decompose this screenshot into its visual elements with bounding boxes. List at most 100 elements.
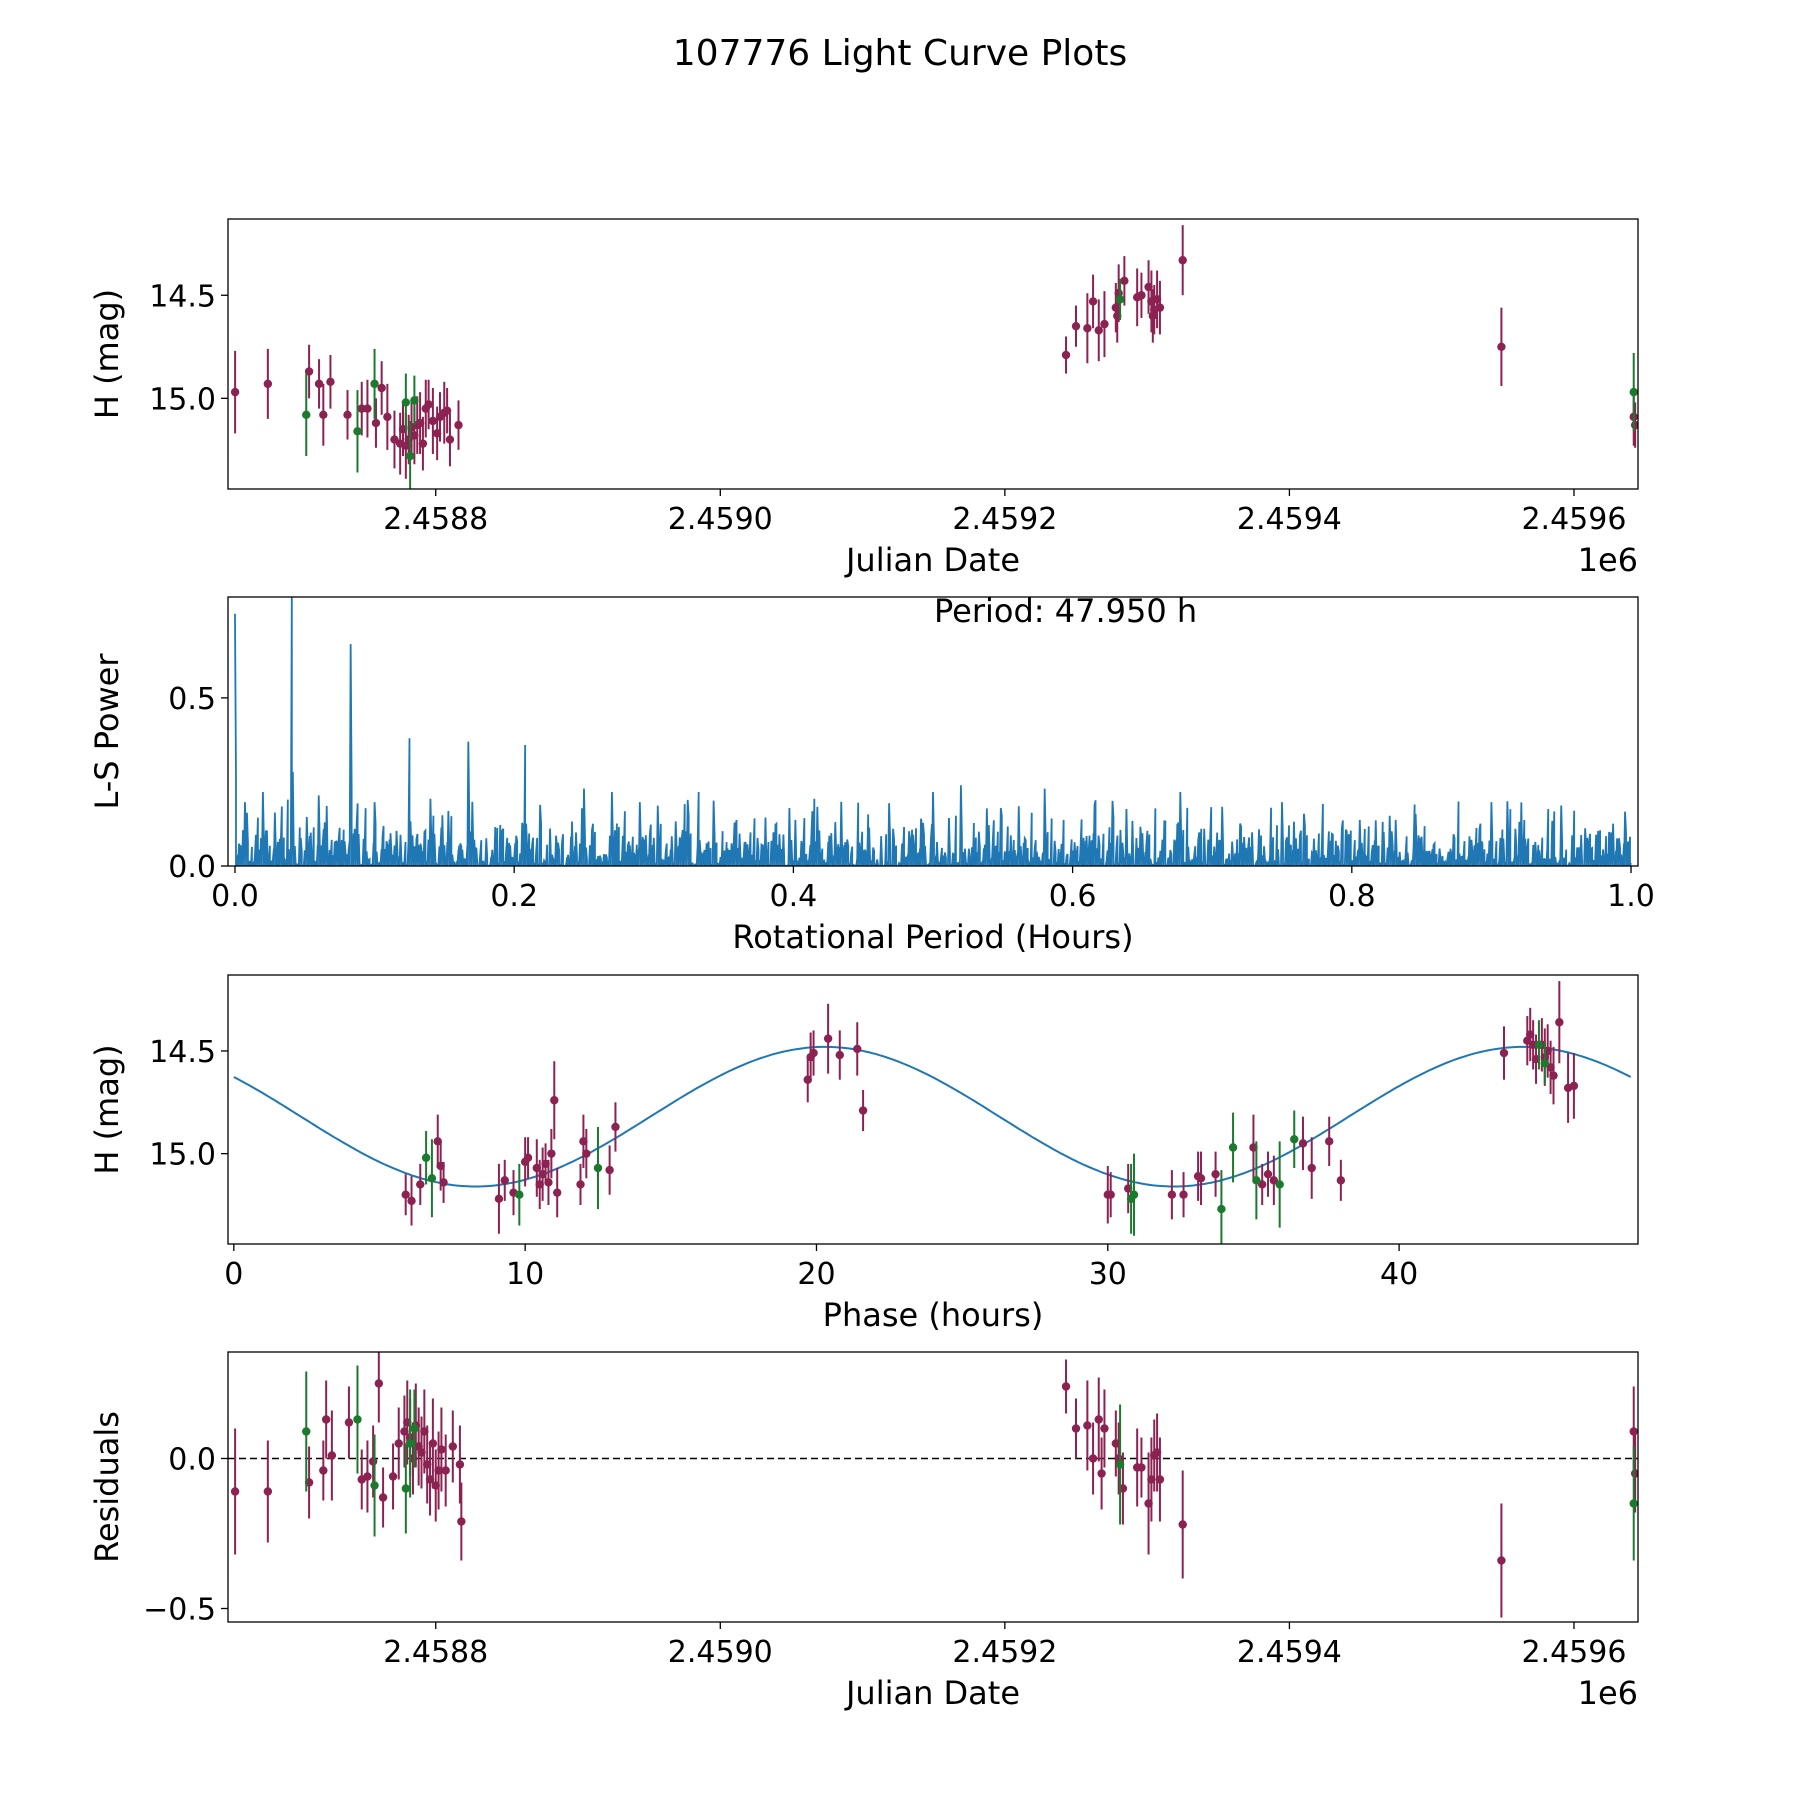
data-point	[1569, 1081, 1579, 1091]
data-point	[1228, 1143, 1238, 1152]
model-fit-curve	[233, 1045, 1632, 1188]
x-tick-label: 2.4594	[1237, 1635, 1342, 1670]
data-point	[457, 1517, 466, 1526]
data-point	[370, 379, 379, 389]
x-tick-label: 0.8	[1328, 879, 1376, 914]
y-tick-label: 14.5	[149, 279, 216, 314]
y-tick-label: 0.5	[168, 682, 216, 717]
data-point	[523, 1153, 533, 1162]
y-tick-label: 15.0	[149, 382, 216, 417]
data-point	[319, 1466, 328, 1475]
data-point	[321, 1415, 331, 1424]
axes-frame	[227, 974, 1639, 1245]
data-point	[500, 1176, 509, 1185]
data-point	[394, 1439, 403, 1448]
x-tick-label: 0.4	[770, 879, 818, 914]
x-tick-label: 2.4596	[1521, 502, 1626, 537]
data-point	[448, 1442, 458, 1451]
data-layer	[401, 981, 1579, 1244]
data-point	[378, 1493, 388, 1502]
data-point	[319, 410, 328, 420]
data-point	[326, 377, 335, 387]
data-point	[1100, 1424, 1109, 1433]
data-point	[1167, 1190, 1177, 1199]
data-point	[416, 1180, 425, 1189]
data-point	[368, 1457, 378, 1466]
data-point	[1178, 1520, 1187, 1529]
residuals-panel: 2.4588 2.4590 2.4592 2.4594 2.4596 0.0 −0.5 Jul…	[88, 1351, 1639, 1712]
data-point	[344, 1418, 354, 1427]
data-point	[1071, 321, 1081, 331]
data-point	[424, 400, 433, 409]
data-point	[441, 1466, 450, 1475]
data-point	[1155, 303, 1165, 312]
data-point	[421, 1153, 431, 1162]
periodogram-panel: Period: 47.950 h 0.0 0.2 0.4 0.6 0.8 1.0 0.0 0.5…	[88, 592, 1655, 956]
x-tick-label: 2.4592	[952, 1635, 1057, 1670]
y-axis-label: L-S Power	[88, 653, 126, 810]
data-point	[552, 1188, 562, 1197]
x-tick-label: 2.4592	[952, 502, 1057, 537]
data-point	[428, 1439, 438, 1448]
data-point	[1298, 1139, 1308, 1148]
x-axis-label: Phase (hours)	[823, 1296, 1044, 1334]
data-point	[327, 1451, 337, 1460]
x-axis-label: Julian Date	[844, 1674, 1020, 1712]
data-point	[515, 1190, 524, 1199]
data-point	[1094, 326, 1103, 335]
data-point	[582, 1149, 591, 1158]
data-point	[1196, 1174, 1206, 1183]
period-annotation: Period: 47.950 h	[934, 592, 1197, 630]
x-axis-label: Julian Date	[844, 541, 1020, 579]
data-point	[363, 404, 372, 413]
data-point	[401, 1190, 410, 1199]
data-point	[1155, 1475, 1165, 1484]
data-point	[377, 383, 386, 393]
light-curve-panel: 2.4588 2.4590 2.4592 2.4594 2.4596 15.0 14.5 Ju…	[88, 218, 1639, 579]
data-point	[445, 435, 455, 444]
axes-frame	[227, 596, 1639, 867]
data-point	[1083, 1421, 1092, 1430]
data-point	[1257, 1180, 1267, 1189]
data-point	[1094, 1415, 1103, 1424]
data-point	[353, 427, 362, 436]
data-point	[1071, 1424, 1081, 1433]
data-point	[371, 418, 381, 428]
y-axis-label: H (mag)	[88, 1044, 126, 1174]
power-spectrum-line	[234, 597, 1632, 866]
x-tick-label: 2.4596	[1521, 1635, 1626, 1670]
data-point	[405, 1439, 415, 1448]
y-tick-label: 15.0	[149, 1138, 216, 1173]
axes-frame	[227, 1351, 1639, 1623]
data-point	[418, 439, 428, 448]
data-point	[1540, 1059, 1549, 1068]
data-point	[1290, 1135, 1299, 1144]
y-tick-label: −0.5	[143, 1593, 216, 1628]
data-point	[1549, 1071, 1558, 1080]
data-point	[1555, 1018, 1564, 1027]
x-tick-label: 1.0	[1607, 879, 1655, 914]
data-point	[835, 1050, 844, 1060]
y-axis-label: Residuals	[88, 1411, 126, 1563]
data-point	[1269, 1176, 1279, 1185]
data-point	[1083, 324, 1092, 333]
x-tick-label: 40	[1380, 1257, 1418, 1292]
data-point	[809, 1048, 818, 1058]
data-point	[605, 1165, 614, 1175]
data-point	[1178, 256, 1187, 265]
data-point	[1137, 291, 1146, 300]
y-axis-label: H (mag)	[88, 289, 126, 419]
data-point	[1061, 1382, 1071, 1391]
figure-title: 107776 Light Curve Plots	[673, 33, 1127, 74]
data-point	[405, 451, 415, 461]
data-point	[407, 1196, 416, 1206]
data-point	[442, 406, 452, 415]
data-point	[611, 1122, 620, 1132]
data-point	[1137, 1463, 1146, 1472]
data-point	[1097, 1469, 1106, 1478]
data-point	[547, 1149, 556, 1158]
data-point	[374, 1379, 384, 1388]
data-point	[370, 1481, 379, 1490]
data-point	[230, 1487, 240, 1496]
